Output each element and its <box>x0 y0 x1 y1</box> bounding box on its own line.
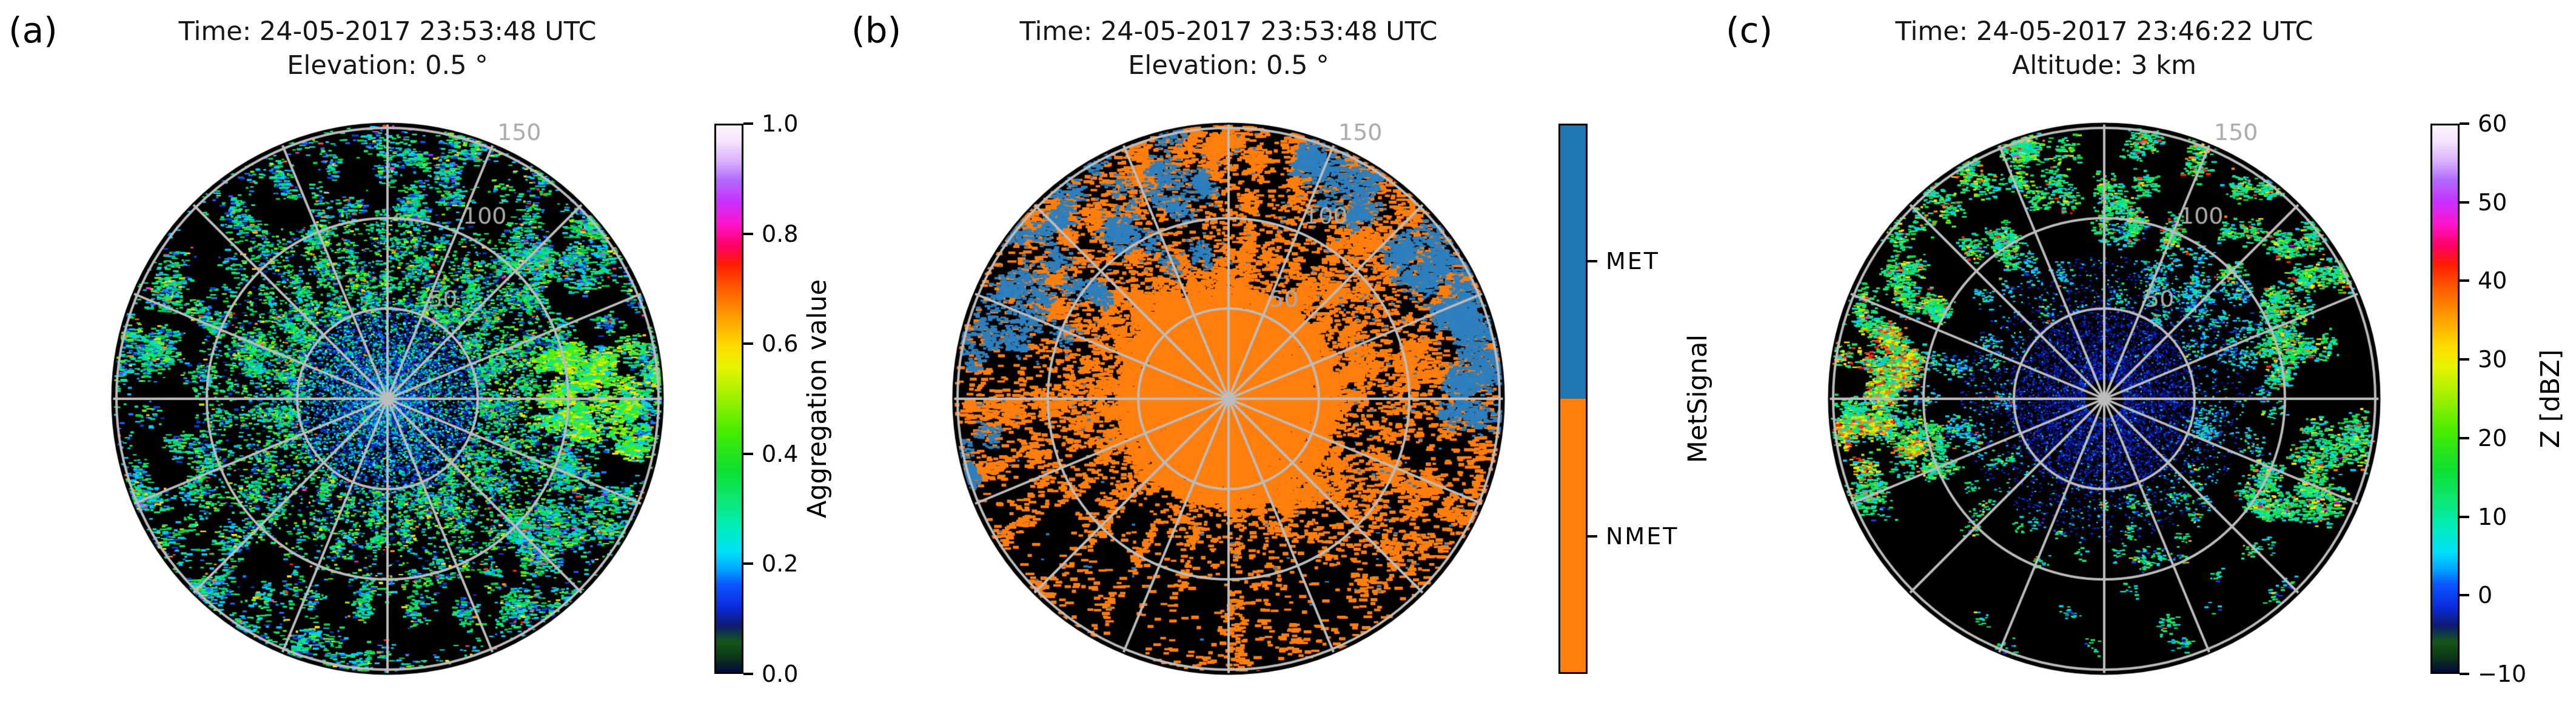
colorbar-tick-label: 10 <box>2478 503 2507 530</box>
colorbar-tick-label: 0.6 <box>762 330 799 358</box>
colorbar-tick-mark <box>2460 436 2469 439</box>
colorbar-c <box>2430 124 2460 674</box>
title-time-c: Time: 24-05-2017 23:46:22 UTC <box>1895 16 2313 47</box>
colorbar-tick-mark <box>743 562 753 565</box>
colorbar-tick-label: 50 <box>2478 188 2507 216</box>
title-altitude-c: Altitude: 3 km <box>2011 50 2196 81</box>
colorbar-gradient <box>2432 125 2458 672</box>
colorbar-tick-mark <box>2460 201 2469 204</box>
colorbar-axis-label-c: Z [dBZ] <box>2535 349 2566 448</box>
colorbar-a <box>714 124 743 674</box>
colorbar-tick-label: 20 <box>2478 424 2507 451</box>
panel-title-b: Time: 24-05-2017 23:53:48 UTC Elevation:… <box>925 15 1532 82</box>
colorbar-tick-mark <box>2460 279 2469 282</box>
colorbar-tick-label: 0.2 <box>762 550 799 578</box>
colorbar-tick-mark <box>743 673 753 675</box>
colorbar-tick-mark <box>1588 535 1597 538</box>
colorbar-tick-mark <box>743 122 753 125</box>
colorbar-tick-mark <box>1588 260 1597 262</box>
legend-colorbar-b <box>1558 124 1588 674</box>
title-elevation-a: Elevation: 0.5 ° <box>287 50 488 81</box>
colorbar-tick-mark <box>2460 122 2469 125</box>
colorbar-tick-label: 30 <box>2478 346 2507 373</box>
radar-ppi-plot-a <box>84 96 691 702</box>
panel-title-a: Time: 24-05-2017 23:53:48 UTC Elevation:… <box>84 15 691 82</box>
panel-label-c: (c) <box>1726 10 1773 51</box>
radar-ppi-plot-b <box>925 96 1532 702</box>
colorbar-axis-label-b: MetSignal <box>1683 334 1713 464</box>
colorbar-tick-label: MET <box>1606 248 1660 275</box>
colorbar-tick-label: 0 <box>2478 582 2493 609</box>
colorbar-tick-mark <box>2460 515 2469 518</box>
legend-segment-nmet <box>1560 399 1586 672</box>
colorbar-tick-label: 0.8 <box>762 220 799 247</box>
title-elevation-b: Elevation: 0.5 ° <box>1128 50 1329 81</box>
colorbar-gradient <box>716 125 742 672</box>
panel-label-a: (a) <box>8 10 58 51</box>
colorbar-tick-mark <box>743 452 753 455</box>
colorbar-tick-mark <box>743 232 753 235</box>
title-time-b: Time: 24-05-2017 23:53:48 UTC <box>1019 16 1438 47</box>
colorbar-tick-mark <box>2460 673 2469 675</box>
colorbar-tick-mark <box>743 342 753 345</box>
colorbar-tick-label: 0.0 <box>762 661 799 687</box>
colorbar-tick-label: −10 <box>2478 661 2527 687</box>
colorbar-tick-label: NMET <box>1606 523 1679 550</box>
legend-segment-met <box>1560 125 1586 399</box>
colorbar-tick-mark <box>2460 358 2469 361</box>
colorbar-axis-label-a: Aggregation value <box>802 279 833 519</box>
panel-label-b: (b) <box>851 10 902 51</box>
colorbar-tick-mark <box>2460 594 2469 597</box>
panel-title-c: Time: 24-05-2017 23:46:22 UTC Altitude: … <box>1801 15 2407 82</box>
colorbar-tick-label: 60 <box>2478 110 2507 137</box>
colorbar-tick-label: 40 <box>2478 267 2507 295</box>
colorbar-tick-label: 0.4 <box>762 440 799 467</box>
radar-ppi-plot-c <box>1801 96 2407 702</box>
title-time-a: Time: 24-05-2017 23:53:48 UTC <box>178 16 597 47</box>
colorbar-tick-label: 1.0 <box>762 110 799 137</box>
